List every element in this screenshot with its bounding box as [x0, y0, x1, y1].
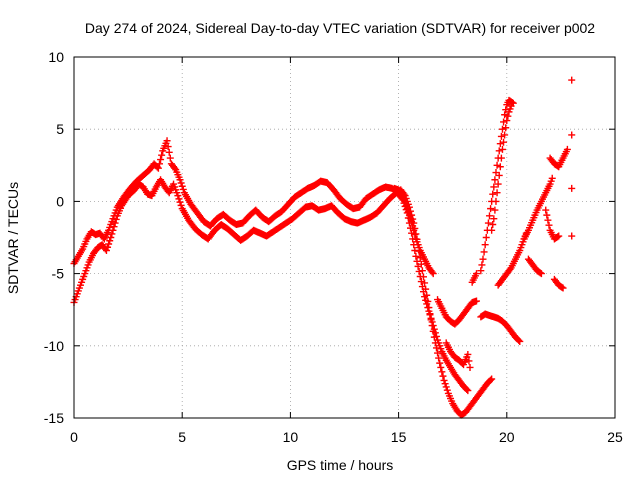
- data-point: [492, 198, 499, 205]
- data-point: [428, 315, 435, 322]
- data-point: [494, 189, 501, 196]
- data-point: [167, 155, 174, 162]
- x-tick-label: 25: [607, 429, 623, 445]
- data-point: [438, 368, 445, 375]
- data-point: [166, 149, 173, 156]
- data-point: [483, 234, 490, 241]
- x-tick-label: 15: [391, 429, 407, 445]
- data-point: [496, 147, 503, 154]
- data-point: [489, 221, 496, 228]
- y-tick-label: 10: [48, 49, 64, 65]
- data-point: [487, 205, 494, 212]
- data-point: [108, 230, 115, 237]
- data-point: [491, 176, 498, 183]
- data-point: [175, 195, 182, 202]
- x-tick-label: 10: [283, 429, 299, 445]
- data-point: [157, 156, 164, 163]
- plot-frame: [74, 57, 615, 418]
- data-point: [568, 233, 575, 240]
- x-tick-label: 5: [178, 429, 186, 445]
- axis-ticks: 0 5 10 15 20 25 -15 -10 -5 0 5 10: [44, 49, 623, 445]
- x-tick-label: 0: [70, 429, 78, 445]
- data-point: [437, 364, 444, 371]
- data-point: [491, 207, 498, 214]
- grid-lines: [74, 57, 615, 418]
- data-point: [479, 256, 486, 263]
- data-point: [412, 253, 419, 260]
- data-series: [71, 77, 576, 419]
- data-point: [482, 241, 489, 248]
- y-tick-label: 5: [56, 121, 64, 137]
- data-point: [478, 261, 485, 268]
- data-point: [467, 364, 474, 371]
- y-tick-label: -5: [52, 266, 65, 282]
- data-point: [481, 248, 488, 255]
- data-point: [436, 360, 443, 367]
- data-point: [179, 183, 186, 190]
- data-point: [426, 311, 433, 318]
- y-tick-label: -15: [44, 410, 64, 426]
- data-point: [416, 268, 423, 275]
- y-tick-label: 0: [56, 193, 64, 209]
- data-point: [543, 212, 550, 219]
- data-point: [424, 304, 431, 311]
- data-point: [442, 380, 449, 387]
- y-axis-label: SDTVAR / TECUs: [5, 182, 21, 294]
- data-point: [158, 152, 165, 159]
- data-point: [434, 350, 441, 357]
- x-axis-label: GPS time / hours: [287, 457, 394, 473]
- data-point: [544, 217, 551, 224]
- data-point: [542, 207, 549, 214]
- data-point: [177, 199, 184, 206]
- data-point: [439, 373, 446, 380]
- data-point: [504, 113, 511, 120]
- data-point: [568, 77, 575, 84]
- data-point: [498, 155, 505, 162]
- data-point: [568, 131, 575, 138]
- x-tick-label: 20: [499, 429, 515, 445]
- data-point: [568, 185, 575, 192]
- data-point: [497, 163, 504, 170]
- data-point: [443, 383, 450, 390]
- data-point: [545, 222, 552, 229]
- chart-title: Day 274 of 2024, Sidereal Day-to-day VTE…: [85, 20, 595, 36]
- data-point: [489, 191, 496, 198]
- data-point: [485, 220, 492, 227]
- data-point: [441, 377, 448, 384]
- y-tick-label: -10: [44, 338, 64, 354]
- data-point: [488, 227, 495, 234]
- data-point: [494, 162, 501, 169]
